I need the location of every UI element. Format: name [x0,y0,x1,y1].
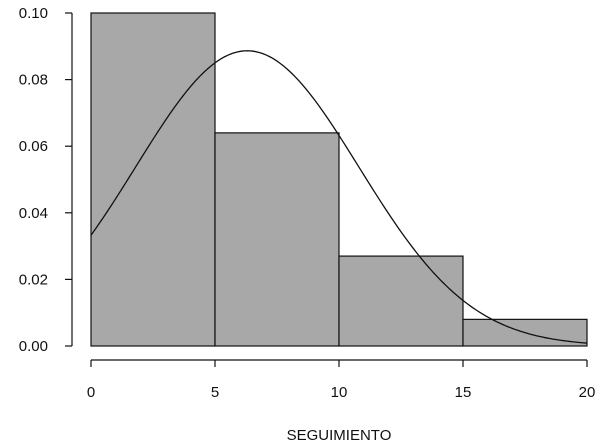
density-curve [90,50,588,344]
y-tick-label: 0.10 [19,5,48,22]
x-tick-label: 10 [331,384,348,401]
histogram-bar-3 [338,255,464,347]
y-tick-label: 0.08 [19,72,48,89]
x-tick-label: 5 [211,384,219,401]
x-tick-label: 15 [455,384,472,401]
histogram-bar-2 [214,132,340,347]
x-axis-title: SEGUIMIENTO [287,427,392,444]
x-axis: 0 5 10 15 20 [87,359,596,401]
y-axis: 0.00 0.02 0.04 0.06 0.08 0.10 [19,5,73,355]
x-tick-label: 0 [87,384,95,401]
y-tick-label: 0.02 [19,271,48,288]
y-tick-label: 0.04 [19,205,48,222]
histogram-bars [90,12,588,347]
x-tick-label: 20 [579,384,596,401]
histogram-bar-1 [90,12,216,347]
y-tick-label: 0.00 [19,338,48,355]
y-tick-label: 0.06 [19,138,48,155]
